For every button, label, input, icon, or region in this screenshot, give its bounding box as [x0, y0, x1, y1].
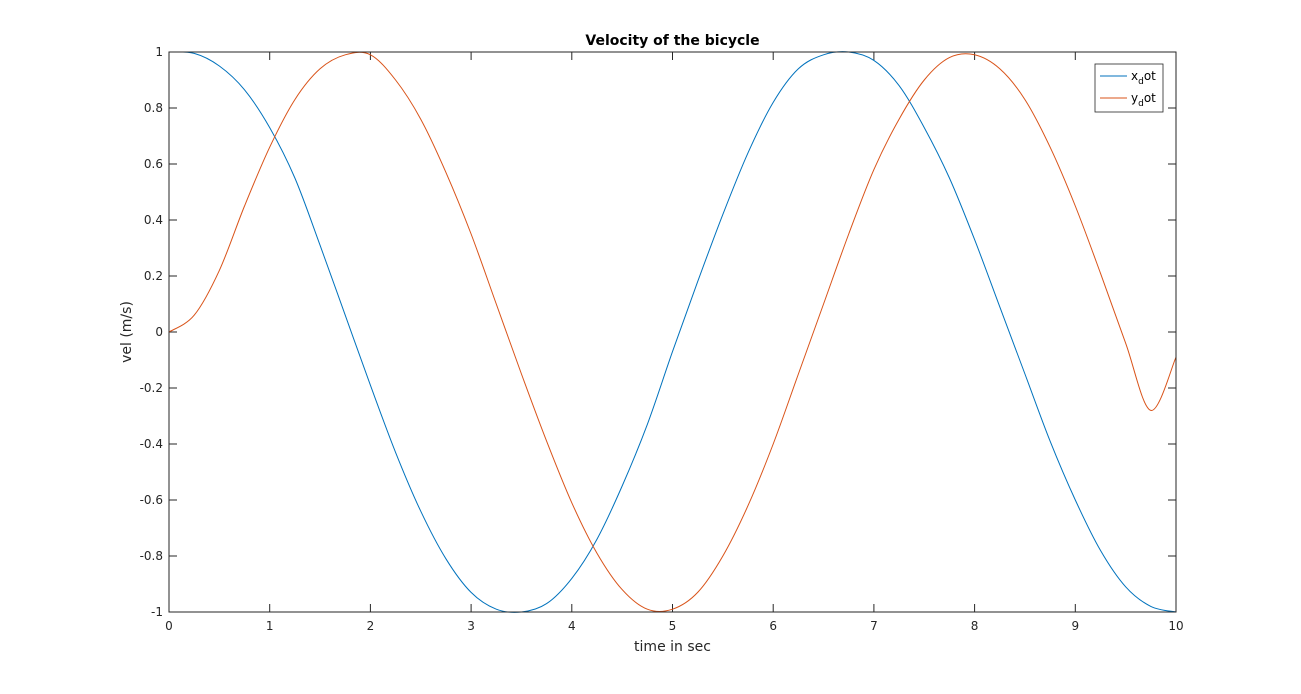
y-tick-label: 0: [155, 325, 163, 339]
y-axis-label: vel (m/s): [119, 301, 135, 363]
y-tick-labels: 1 0.8 0.6 0.4 0.2 0 -0.2 -0.4 -0.6 -0.8 -1: [140, 45, 163, 619]
plot-area: [169, 52, 1176, 612]
x-axis-label: time in sec: [634, 639, 711, 655]
y-tick-label: -1: [151, 605, 163, 619]
legend-label-y-dot-tail: ot: [1144, 91, 1156, 105]
x-tick-label: 2: [367, 619, 375, 633]
x-tick-label: 6: [769, 619, 777, 633]
legend-label-y-dot-sub: d: [1138, 99, 1144, 109]
y-tick-label: -0.4: [140, 437, 163, 451]
series-line-x-dot: [168, 51, 1177, 613]
x-tick-label: 3: [467, 619, 475, 633]
legend-label-x-dot-sub: d: [1138, 77, 1144, 87]
x-tick-label: 10: [1168, 619, 1183, 633]
chart-title: Velocity of the bicycle: [585, 33, 759, 49]
y-tick-label: -0.6: [140, 493, 163, 507]
y-tick-label: 0.2: [144, 269, 163, 283]
y-tick-label: 0.8: [144, 101, 163, 115]
y-tick-label: 0.4: [144, 213, 163, 227]
x-tick-label: 9: [1071, 619, 1079, 633]
legend-label-y-dot-main: y: [1131, 91, 1138, 105]
y-tick-label: 0.6: [144, 157, 163, 171]
y-tick-label: 1: [155, 45, 163, 59]
x-tick-label: 4: [568, 619, 576, 633]
x-tick-labels: 0 1 2 3 4 5 6 7 8 9 10: [165, 619, 1183, 633]
x-tick-label: 7: [870, 619, 878, 633]
x-tick-label: 0: [165, 619, 173, 633]
series-lines: [168, 51, 1177, 613]
x-tick-label: 8: [971, 619, 979, 633]
legend-label-x-dot: xdot: [1131, 69, 1156, 87]
x-tick-label: 1: [266, 619, 274, 633]
y-tick-label: -0.2: [140, 381, 163, 395]
legend-box: [1094, 63, 1164, 113]
x-tick-label: 5: [669, 619, 677, 633]
y-tick-label: -0.8: [140, 549, 163, 563]
legend: xdot ydot: [1094, 63, 1164, 113]
series-line-y-dot: [168, 51, 1177, 612]
legend-label-y-dot: ydot: [1131, 91, 1156, 109]
legend-label-x-dot-tail: ot: [1144, 69, 1156, 83]
legend-label-x-dot-main: x: [1131, 69, 1138, 83]
plot-area-border: [168, 51, 1177, 613]
